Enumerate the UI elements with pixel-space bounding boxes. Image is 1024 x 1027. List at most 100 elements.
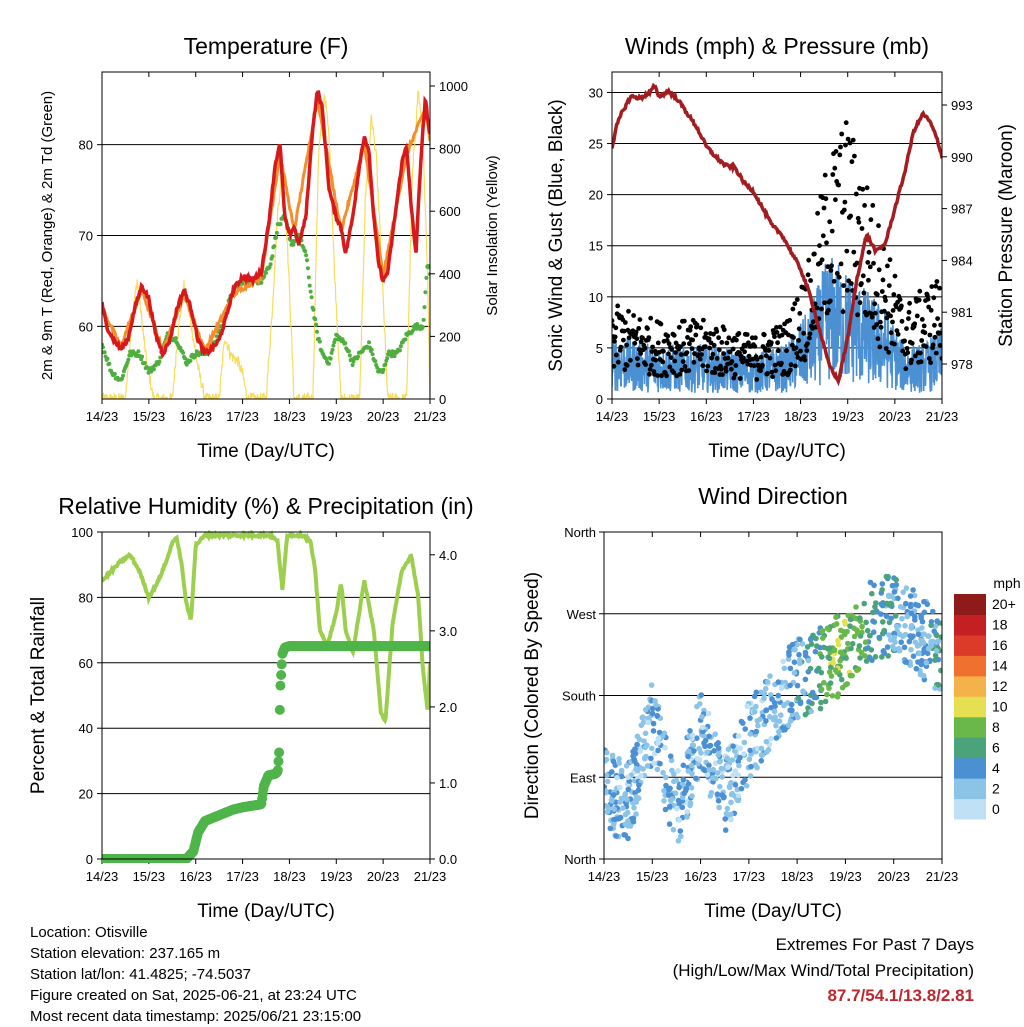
gust-point — [615, 303, 621, 309]
direction-point — [910, 653, 917, 659]
gust-point — [763, 353, 769, 359]
gust-point — [725, 355, 731, 361]
direction-point — [933, 632, 940, 639]
direction-point — [863, 619, 869, 626]
gust-point — [638, 351, 643, 356]
gust-point — [723, 368, 729, 374]
temp-2m-line — [102, 90, 430, 359]
direction-point — [907, 593, 914, 599]
direction-point — [618, 773, 625, 780]
dewpoint-point — [346, 349, 351, 354]
gust-point — [903, 366, 909, 372]
direction-point — [712, 731, 718, 737]
direction-point — [722, 827, 729, 833]
direction-point — [773, 722, 779, 729]
gust-point — [836, 274, 842, 280]
direction-point — [932, 657, 938, 663]
gust-point — [621, 328, 627, 334]
gust-point — [838, 261, 844, 267]
gust-point — [869, 314, 875, 320]
direction-point — [604, 803, 611, 810]
direction-point — [676, 800, 683, 806]
direction-point — [662, 806, 669, 813]
gust-point — [797, 311, 803, 316]
gust-point — [650, 344, 655, 350]
direction-point — [654, 766, 661, 773]
direction-point — [876, 634, 882, 641]
gust-point — [833, 149, 839, 154]
temp-y2tick-label-4: 800 — [439, 142, 461, 157]
gust-point — [734, 337, 739, 343]
gust-point — [914, 313, 920, 319]
direction-point — [611, 806, 617, 812]
direction-point — [706, 733, 712, 740]
dewpoint-point — [173, 336, 178, 341]
direction-point — [826, 669, 833, 675]
dewpoint-point — [403, 337, 408, 342]
direction-point — [903, 585, 910, 591]
gust-point — [732, 372, 738, 377]
gust-point — [836, 182, 841, 188]
gust-point — [873, 310, 878, 316]
gust-point — [741, 355, 746, 361]
direction-point — [781, 702, 787, 709]
direction-point — [787, 665, 794, 672]
direction-point — [908, 634, 915, 641]
elevation-text: Station elevation: 237.165 m — [30, 945, 221, 962]
rh-xtick-label-3: 17/23 — [226, 869, 259, 884]
dewpoint-point — [397, 348, 402, 353]
gust-point — [767, 355, 773, 361]
direction-point — [689, 793, 695, 799]
direction-point — [684, 809, 691, 815]
direction-point — [795, 714, 801, 721]
gust-point — [793, 345, 799, 351]
direction-point — [655, 747, 661, 754]
gust-point — [926, 356, 932, 361]
direction-point — [829, 693, 836, 699]
direction-point — [670, 826, 677, 833]
dewpoint-point — [307, 283, 312, 288]
gust-point — [847, 140, 853, 146]
direction-point — [671, 771, 677, 777]
direction-point — [892, 613, 899, 619]
direction-point — [847, 672, 854, 679]
direction-point — [781, 665, 788, 672]
gust-point — [815, 210, 820, 216]
gust-point — [932, 322, 937, 328]
dir-title: Wind Direction — [698, 483, 848, 509]
dewpoint-point — [356, 354, 360, 359]
gust-point — [892, 341, 897, 347]
gust-point — [805, 341, 810, 346]
gust-point — [758, 368, 763, 374]
gust-point — [939, 330, 942, 336]
temp-xtick-label-6: 20/23 — [367, 409, 400, 424]
gust-point — [855, 312, 860, 318]
dir-xtick-label-7: 21/23 — [926, 869, 959, 884]
direction-point — [799, 641, 806, 647]
gust-point — [827, 298, 833, 304]
direction-point — [696, 756, 703, 763]
gust-point — [893, 304, 899, 310]
gust-point — [689, 346, 695, 351]
direction-point — [726, 783, 733, 790]
colorbar-swatch-3 — [954, 737, 986, 759]
direction-point — [655, 735, 662, 742]
direction-point — [828, 664, 834, 670]
dewpoint-point — [102, 350, 107, 355]
direction-point — [755, 722, 761, 729]
direction-point — [675, 838, 682, 844]
dewpoint-point — [343, 341, 348, 346]
colorbar-swatch-7 — [954, 655, 986, 677]
gust-point — [794, 351, 800, 356]
direction-point — [604, 789, 609, 796]
direction-point — [737, 745, 744, 751]
direction-point — [687, 728, 693, 734]
dewpoint-point — [370, 352, 375, 357]
direction-point — [775, 692, 781, 699]
dir-ylabel: Direction (Colored By Speed) — [522, 572, 543, 819]
direction-point — [857, 655, 863, 661]
colorbar-swatch-6 — [954, 675, 986, 697]
gust-point — [883, 298, 888, 303]
direction-point — [858, 649, 865, 656]
extremes-title: Extremes For Past 7 Days — [775, 935, 974, 954]
